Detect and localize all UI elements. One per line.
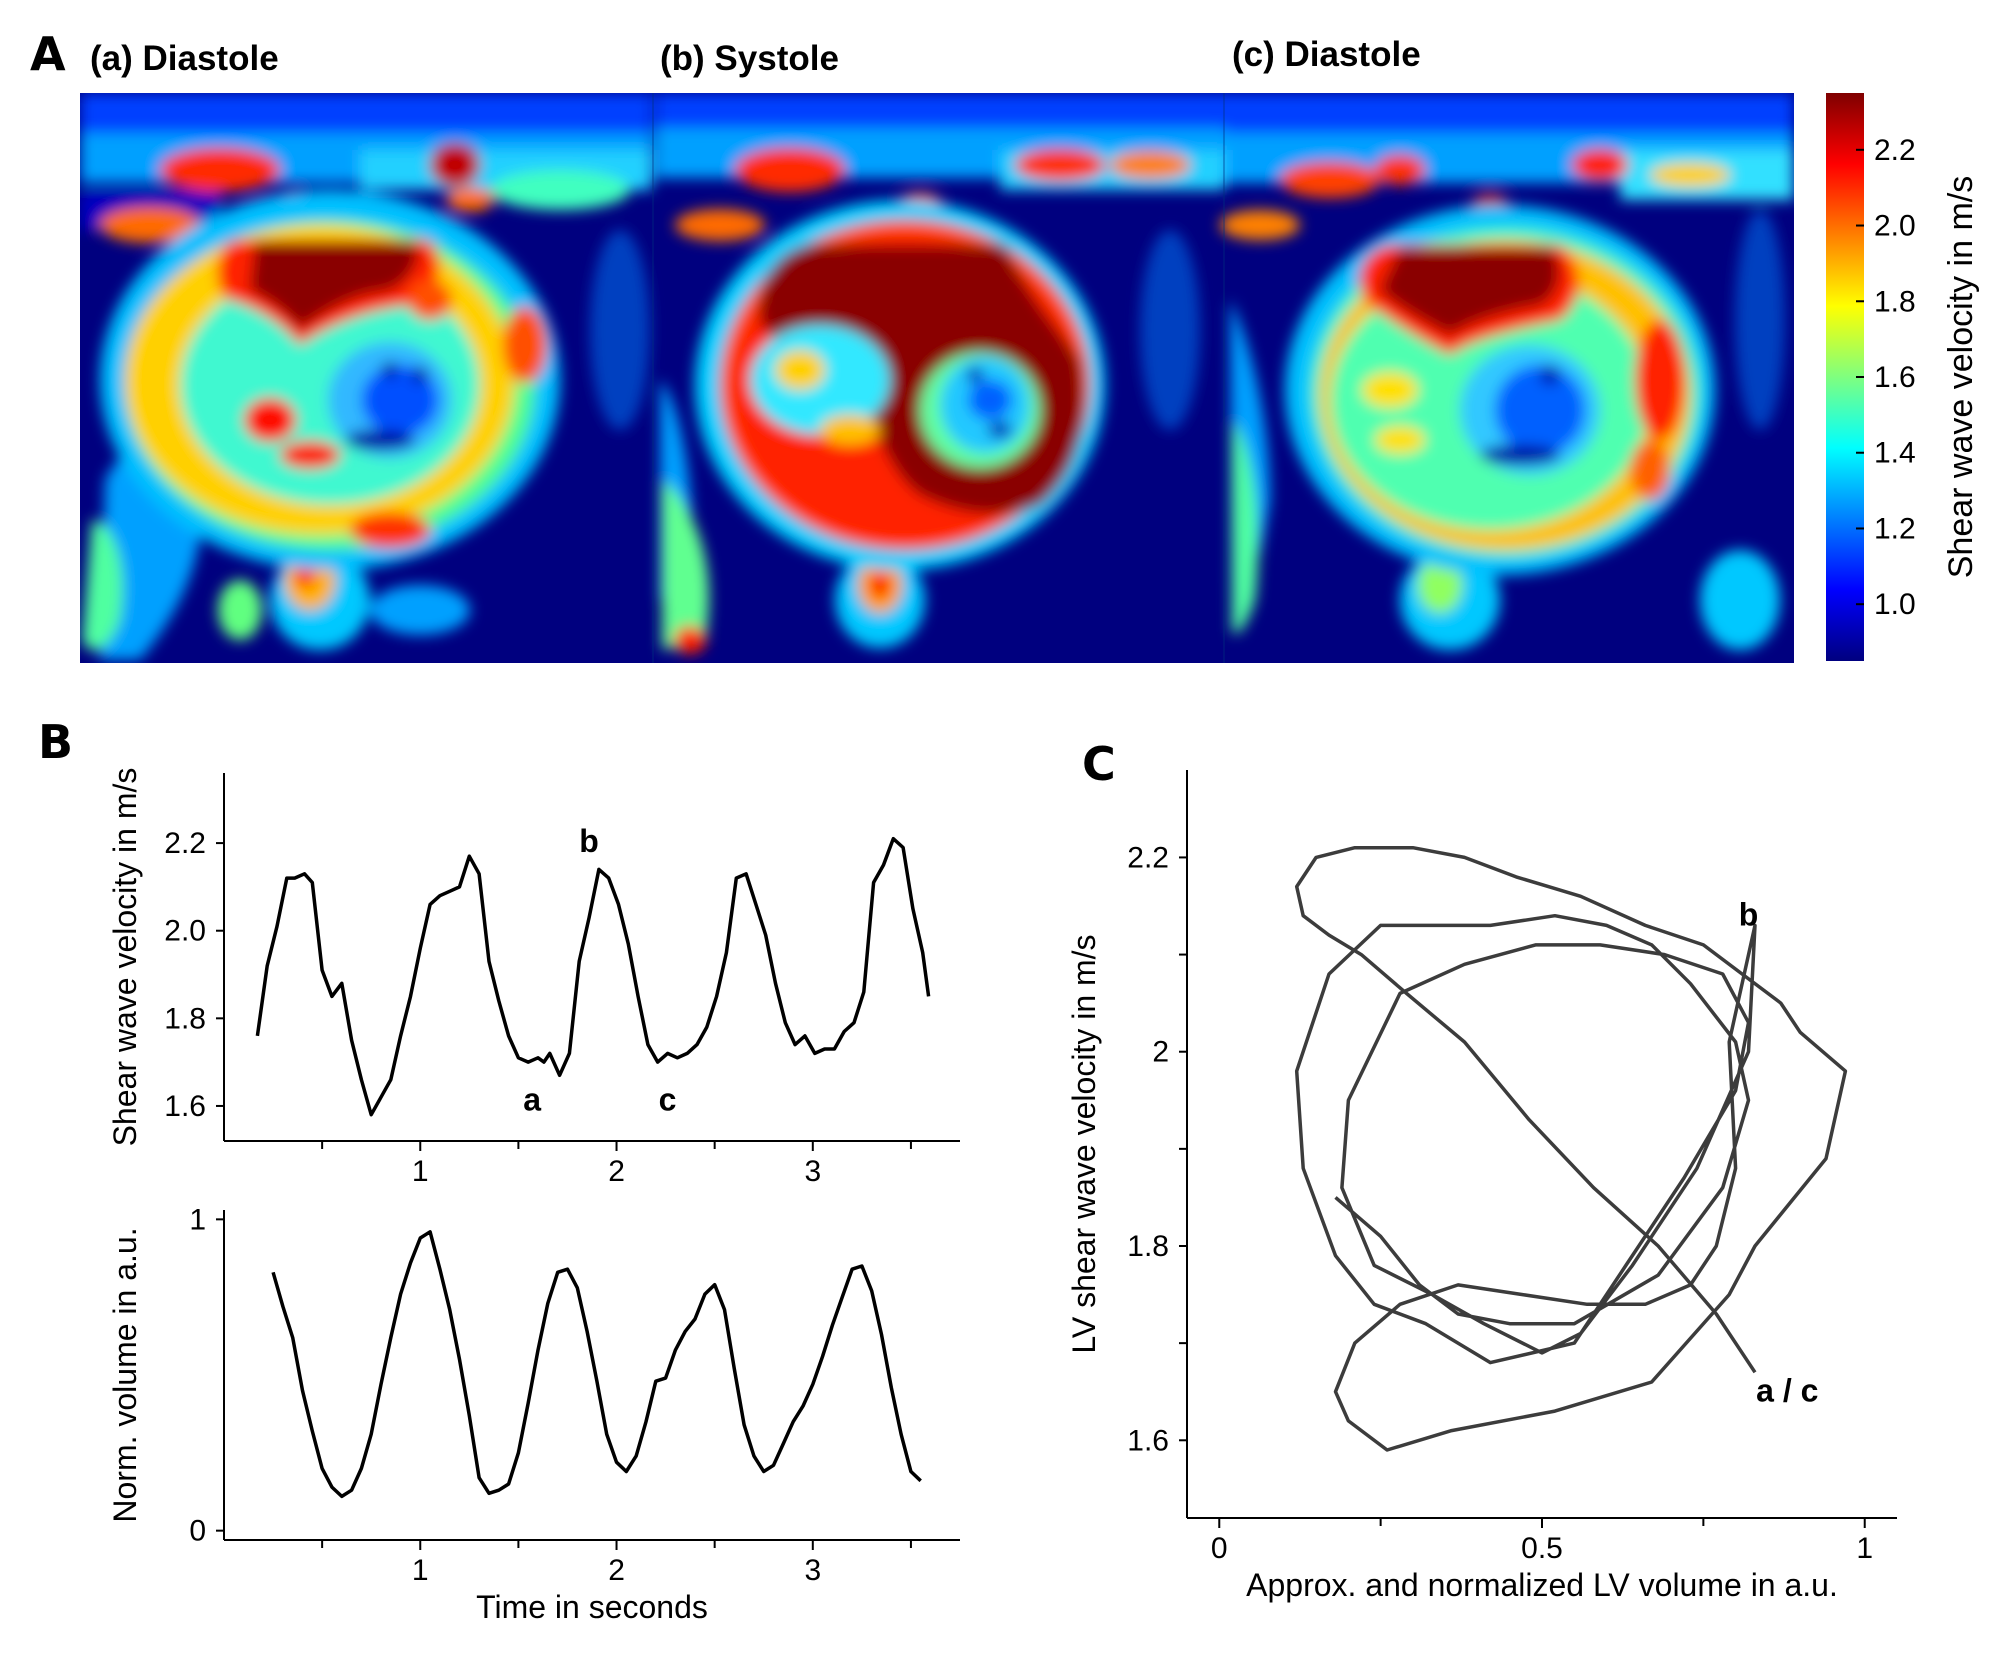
B-bottom-ytick-label-1: 1 — [189, 1203, 206, 1236]
B-bottom-ylabel: Norm. volume in a.u. — [107, 1227, 143, 1522]
B-top-annotation-1: a — [523, 1081, 541, 1117]
C-ytick-label-3: 2.2 — [1127, 841, 1169, 874]
panel-letter-b: B — [38, 715, 73, 769]
C-series-line-0 — [1294, 845, 1848, 1452]
title-diastole-c: (c) Diastole — [1232, 35, 1421, 74]
B-bottom-ytick-label-0: 0 — [189, 1515, 206, 1548]
C-xtick-label-0: 0 — [1211, 1532, 1228, 1565]
B-bottom-series-line-0 — [271, 1230, 922, 1499]
colorbar-tick-5: 2.0 — [1874, 210, 1916, 243]
B-top-series-line-0 — [255, 836, 931, 1117]
B-bottom-xtick-label-1: 2 — [608, 1554, 625, 1587]
shear-wave-velocity-maps — [80, 93, 1794, 663]
colorbar-tick-4: 1.8 — [1874, 285, 1916, 318]
heatmap-diastole-c — [1220, 93, 1794, 650]
C-annotation-1: a / c — [1756, 1372, 1818, 1408]
title-systole-b: (b) Systole — [660, 39, 839, 78]
C-ytick-label-2: 2 — [1152, 1036, 1169, 1069]
B-top-xtick-label-1: 2 — [608, 1155, 625, 1188]
C-ytick-label-0: 1.6 — [1127, 1424, 1169, 1457]
heatmap-diastole-a — [80, 93, 652, 660]
B-top-ylabel: Shear wave velocity in m/s — [107, 768, 143, 1147]
colorbar-label: Shear wave velocity in m/s — [1942, 176, 1980, 579]
chart-volume-over-time: 1 2 3 0 1 Norm. volume in a.u. Time in seconds — [107, 1203, 960, 1625]
colorbar-tick-0: 1.0 — [1874, 588, 1916, 621]
colorbar-tick-2: 1.4 — [1874, 437, 1916, 470]
colorbar: 1.0 1.2 1.4 1.6 1.8 2.0 2.2 Shear wave velocit… — [1826, 93, 1980, 661]
B-top-ytick-label-2: 2.0 — [164, 915, 206, 948]
C-ylabel: LV shear wave velocity in m/s — [1066, 934, 1102, 1353]
panel-letter-c: C — [1082, 737, 1116, 791]
B-top-ytick-label-3: 2.2 — [164, 827, 206, 860]
C-xtick-label-1: 0.5 — [1521, 1532, 1563, 1565]
C-annotation-0: b — [1739, 896, 1759, 932]
chart-velocity-volume-loop: 0 0.5 1 1.6 1.8 2 2.2 LV shear wave velocity in… — [1066, 770, 1897, 1603]
B-bottom-xtick-label-2: 3 — [804, 1554, 821, 1587]
panel-letter-a: A — [30, 27, 66, 81]
B-top-ytick-label-0: 1.6 — [164, 1090, 206, 1123]
B-top-xtick-label-0: 1 — [412, 1155, 429, 1188]
colorbar-tick-1: 1.2 — [1874, 512, 1916, 545]
B-top-xtick-label-2: 3 — [804, 1155, 821, 1188]
B-bottom-xtick-label-0: 1 — [412, 1554, 429, 1587]
B-top-ytick-label-1: 1.8 — [164, 1002, 206, 1035]
C-ytick-label-1: 1.8 — [1127, 1230, 1169, 1263]
C-xlabel: Approx. and normalized LV volume in a.u. — [1246, 1567, 1838, 1603]
heatmap-systole-b — [655, 93, 1225, 654]
colorbar-tick-6: 2.2 — [1874, 134, 1916, 167]
chart-shear-velocity-over-time: 1 2 3 1.6 1.8 2.0 2.2 Shear wave velocity in m/… — [107, 768, 960, 1188]
title-diastole-a: (a) Diastole — [90, 39, 279, 78]
B-bottom-xlabel: Time in seconds — [476, 1589, 708, 1625]
C-xtick-label-2: 1 — [1856, 1532, 1873, 1565]
colorbar-tick-3: 1.6 — [1874, 361, 1916, 394]
B-top-annotation-2: c — [659, 1081, 677, 1117]
B-top-annotation-0: b — [579, 823, 599, 859]
